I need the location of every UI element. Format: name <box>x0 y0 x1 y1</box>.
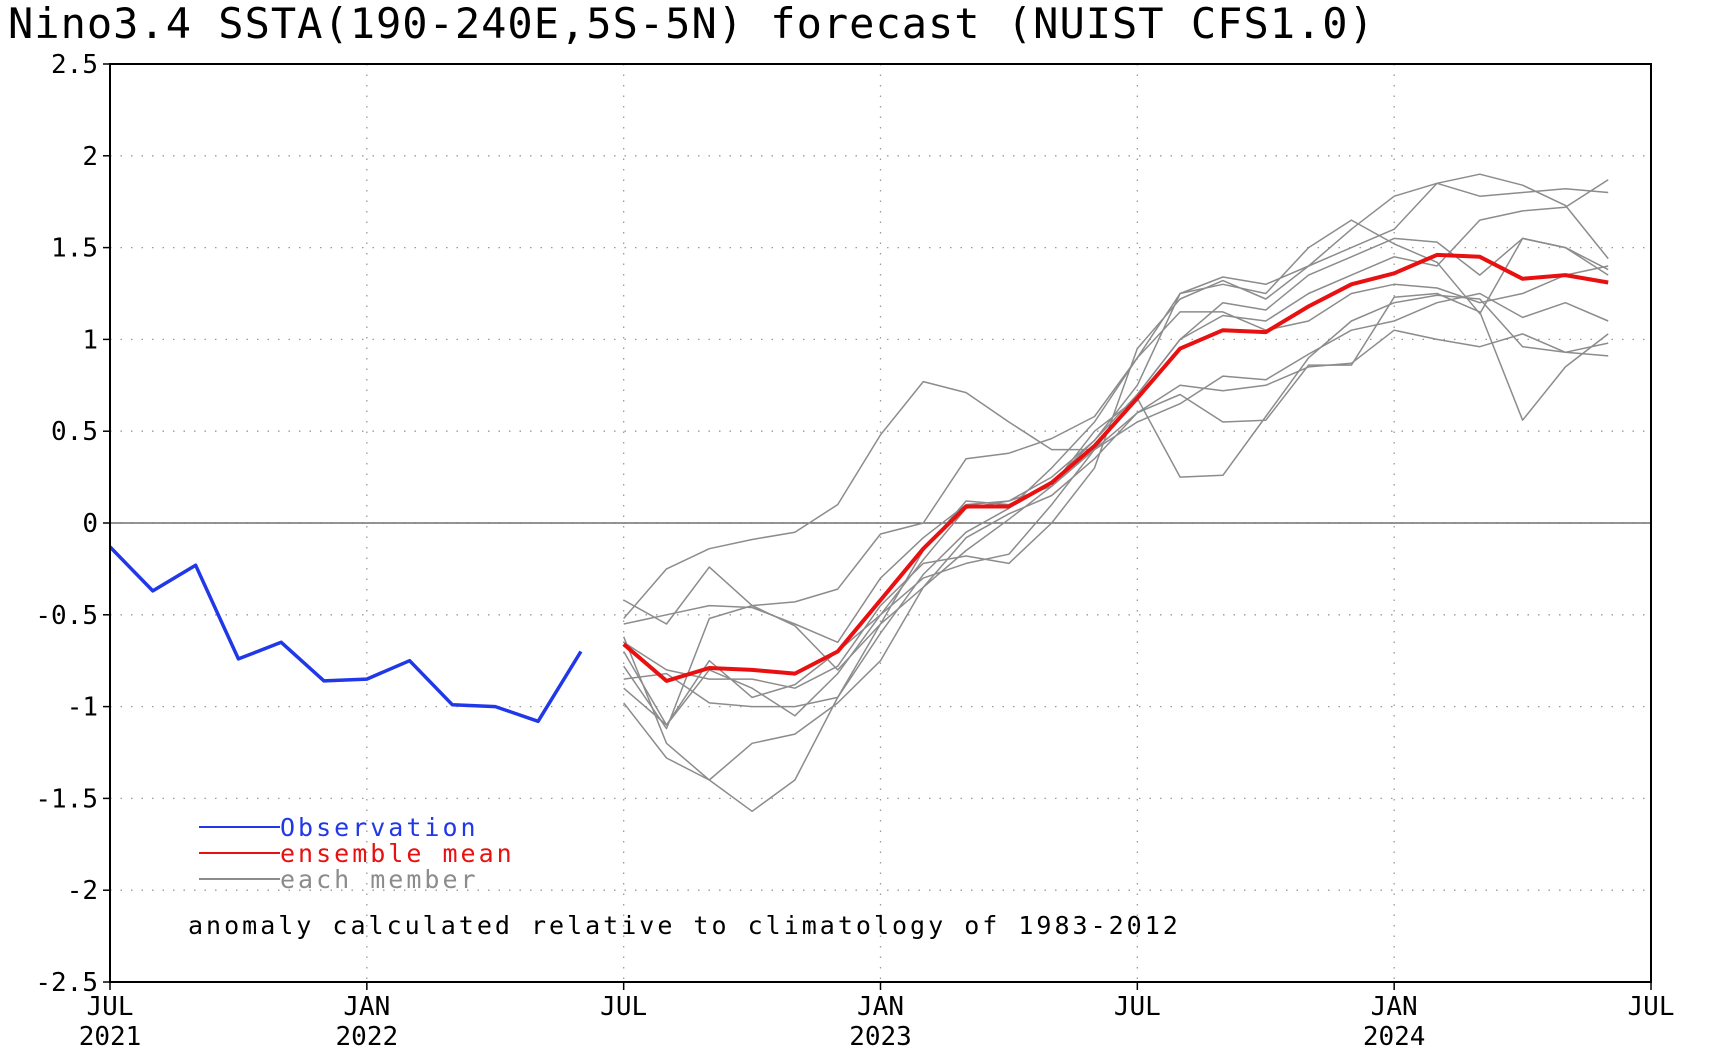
ensemble-mean-line <box>622 252 1609 683</box>
member-series-line <box>623 173 1609 625</box>
member-series-line <box>623 179 1609 726</box>
y-tick-label: -1 <box>67 693 98 723</box>
y-tick-label: 1 <box>82 325 98 355</box>
observation-line <box>108 545 583 724</box>
x-tick-month-label: JUL <box>1114 992 1161 1022</box>
x-tick-month-label: JUL <box>1628 992 1675 1022</box>
legend: Observation ensemble mean each member <box>199 813 515 894</box>
legend-mean-label: ensemble mean <box>280 839 515 868</box>
y-axis-ticks: 2.5 2 1.5 1 0.5 0 -0.5 -1 -1.5 -2 -2.5 <box>35 50 110 998</box>
x-tick-month-label: JUL <box>87 992 134 1022</box>
y-tick-label: 2.5 <box>51 50 98 80</box>
y-tick-label: -0.5 <box>35 601 98 631</box>
chart-title: Nino3.4 SSTA(190-240E,5S-5N) forecast (N… <box>8 0 1375 48</box>
y-tick-label: -1.5 <box>35 784 98 814</box>
x-tick-month-label: JAN <box>1371 992 1418 1022</box>
y-tick-label: 2 <box>82 142 98 172</box>
ensemble-mean-layer <box>622 252 1609 683</box>
member-series-line <box>623 237 1609 644</box>
y-tick-label: -2.5 <box>35 968 98 998</box>
x-tick-month-label: JAN <box>857 992 904 1022</box>
member-series-line <box>623 292 1609 726</box>
member-lines <box>623 173 1609 813</box>
member-series-line <box>623 329 1609 730</box>
x-tick-year-label: 2021 <box>79 1022 142 1052</box>
observation-layer <box>108 545 583 724</box>
x-tick-month-label: JUL <box>600 992 647 1022</box>
x-tick-year-label: 2024 <box>1363 1022 1426 1052</box>
x-tick-year-label: 2022 <box>336 1022 399 1052</box>
member-series-line <box>623 219 1609 813</box>
y-tick-label: 0.5 <box>51 417 98 447</box>
legend-observation-label: Observation <box>280 813 479 842</box>
y-tick-label: 1.5 <box>51 234 98 264</box>
climatology-note: anomaly calculated relative to climatolo… <box>188 911 1181 940</box>
member-series-line <box>623 292 1609 619</box>
y-tick-label: -2 <box>67 876 98 906</box>
legend-member-label: each member <box>280 865 479 894</box>
x-tick-month-label: JAN <box>343 992 390 1022</box>
y-tick-label: 0 <box>82 509 98 539</box>
member-series-line <box>623 294 1609 781</box>
member-series-line <box>623 265 1609 708</box>
x-tick-year-label: 2023 <box>849 1022 912 1052</box>
